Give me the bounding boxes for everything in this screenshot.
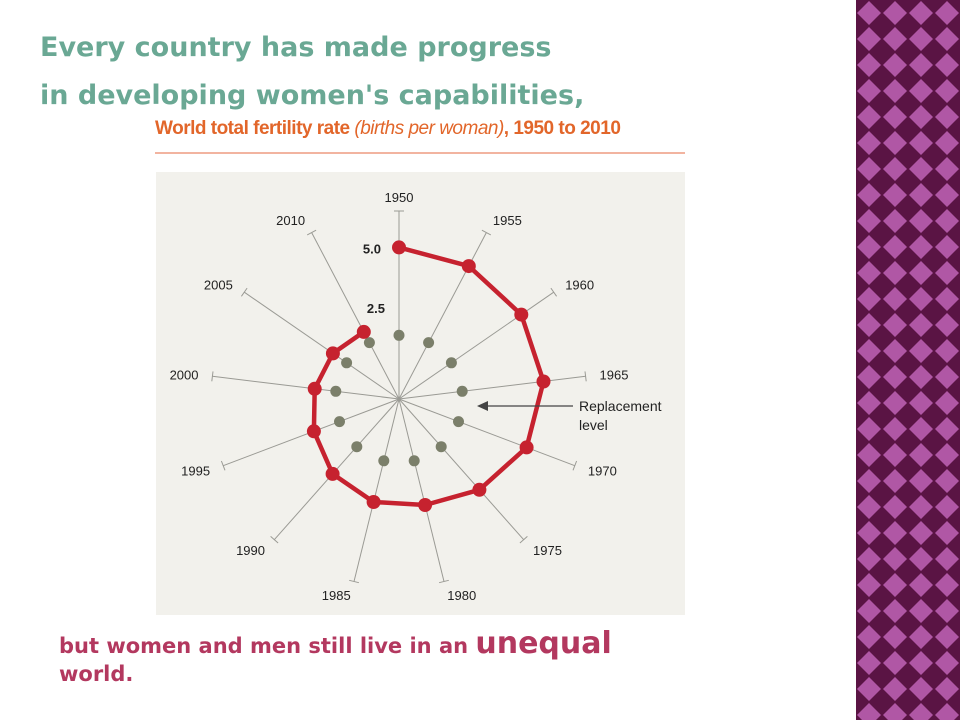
spoke-2010	[311, 232, 400, 400]
annotation-replacement: Replacement	[579, 398, 662, 414]
replacement-level-point-1975	[435, 441, 447, 453]
fertility-rate-point-1950	[392, 240, 406, 255]
decorative-side-pattern	[856, 0, 960, 720]
spoke-1985	[353, 398, 400, 582]
fertility-rate-point-2005	[325, 346, 340, 361]
footer-suffix: world.	[59, 662, 134, 686]
category-label-1995: 1995	[181, 464, 210, 479]
fertility-rate-point-2000	[307, 381, 322, 396]
heading-line-2: in developing women's capabilities,	[40, 80, 585, 111]
category-label-1965: 1965	[600, 368, 629, 383]
category-label-1980: 1980	[447, 588, 476, 603]
fertility-rate-point-2010	[356, 324, 371, 339]
spoke-cap-2010	[306, 229, 317, 236]
category-label-2005: 2005	[204, 277, 233, 292]
spoke-cap-1955	[481, 229, 492, 236]
spoke-cap-1990	[270, 536, 279, 544]
replacement-level-point-1990	[351, 441, 363, 453]
category-label-1970: 1970	[588, 464, 617, 479]
spoke-cap-1975	[519, 536, 528, 544]
replacement-level-point-1995	[334, 416, 345, 428]
spoke-2000	[212, 375, 400, 400]
spoke-cap-1980	[438, 579, 449, 584]
category-label-1955: 1955	[493, 213, 522, 228]
chart-title-main: World total fertility rate	[155, 118, 350, 139]
fertility-rate-point-1985	[366, 495, 381, 509]
category-label-1960: 1960	[565, 277, 594, 292]
spoke-cap-1970	[572, 460, 578, 471]
annotation-arrow-head	[477, 401, 488, 411]
slide-footer: but women and men still live in an unequ…	[59, 629, 839, 688]
fertility-rate-point-1960	[514, 307, 529, 322]
category-label-2000: 2000	[170, 368, 199, 383]
radar-chart: 1950 1955 1960 1965 1970 1975 1980 1985 1990 1995…	[170, 190, 662, 603]
footer-prefix: but women and men still live in an	[59, 634, 469, 658]
replacement-level-point-1950	[393, 329, 405, 341]
fertility-rate-point-1995	[306, 424, 321, 439]
chart-panel	[156, 172, 685, 615]
replacement-level-point-1970	[453, 416, 464, 428]
replacement-level-point-1980	[408, 455, 420, 467]
category-label-1950: 1950	[385, 190, 414, 205]
replacement-level-point-1960	[445, 357, 457, 369]
chart-title: World total fertility rate (births per w…	[155, 118, 690, 140]
replacement-level-point-2005	[341, 357, 353, 369]
fertility-rate-point-1965	[536, 374, 551, 389]
replacement-level-point-1955	[423, 337, 435, 349]
category-label-1975: 1975	[533, 543, 562, 558]
radial-tick-2_5: 2.5	[367, 301, 385, 316]
fertility-rate-point-1990	[325, 466, 340, 481]
spoke-cap-2005	[240, 287, 248, 297]
spoke-cap-1995	[220, 460, 226, 471]
chart-title-range: , 1950 to 2010	[503, 118, 621, 139]
fertility-rate-point-1970	[519, 440, 534, 455]
fertility-rate-line	[311, 245, 546, 508]
chart-title-unit: (births per woman)	[354, 118, 504, 139]
spoke-cap-1985	[349, 579, 360, 584]
chart-title-rule	[155, 152, 685, 154]
fertility-rate-point-1975	[472, 482, 487, 497]
category-label-1985: 1985	[322, 588, 351, 603]
spoke-cap-1960	[550, 287, 558, 297]
annotation-level: level	[579, 417, 608, 433]
footer-emphasis: unequal	[475, 626, 612, 661]
spoke-1975	[398, 398, 525, 541]
slide-heading: Every country has made progress in devel…	[40, 24, 840, 120]
spoke-2005	[244, 291, 400, 400]
category-label-1990: 1990	[236, 543, 265, 558]
fertility-rate-point-1955	[461, 259, 476, 274]
spoke-cap-1965	[584, 371, 587, 382]
fertility-rate-point-1980	[418, 498, 433, 512]
replacement-level-point-2000	[330, 385, 342, 397]
radial-tick-5: 5.0	[363, 241, 381, 256]
spoke-1960	[398, 291, 554, 400]
category-label-2010: 2010	[276, 213, 305, 228]
spoke-1980	[398, 398, 445, 582]
heading-line-1: Every country has made progress	[40, 32, 552, 63]
spoke-cap-2000	[211, 371, 214, 382]
spoke-1965	[398, 375, 586, 400]
replacement-level-point-2010	[363, 337, 375, 349]
replacement-level-point-1965	[456, 385, 468, 397]
replacement-level-point-1985	[378, 455, 390, 467]
spoke-1970	[398, 398, 575, 467]
